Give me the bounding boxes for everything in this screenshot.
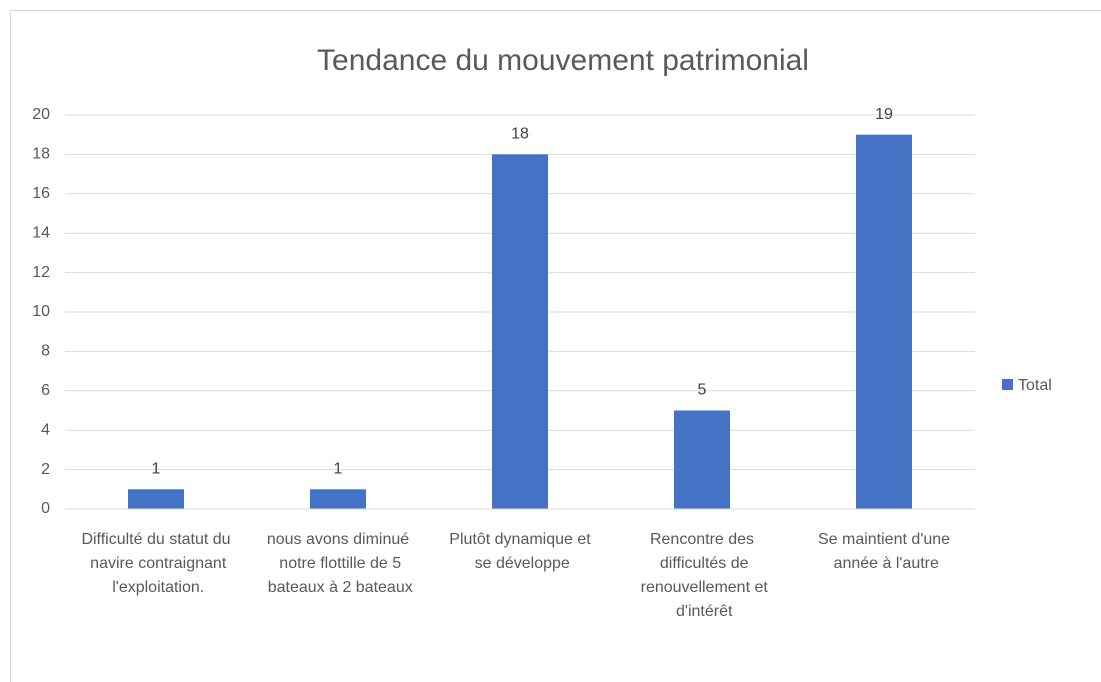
bar — [492, 154, 548, 509]
data-label: 1 — [334, 461, 343, 478]
y-tick-label: 8 — [41, 343, 50, 360]
x-tick-label: Se maintient d'une année à l'autre — [818, 531, 950, 572]
bar — [856, 134, 912, 509]
legend-label: Total — [1018, 377, 1052, 394]
x-tick-label: nous avons diminué notre flottille de 5 … — [263, 531, 412, 596]
y-tick-label: 14 — [32, 224, 50, 241]
y-tick-label: 20 — [32, 106, 50, 123]
bar — [674, 410, 730, 509]
y-tick-label: 10 — [32, 303, 50, 320]
y-tick-label: 12 — [32, 264, 50, 281]
legend-swatch — [1002, 379, 1013, 390]
y-tick-label: 2 — [41, 461, 50, 478]
chart-title: Tendance du mouvement patrimonial — [317, 44, 809, 77]
bar — [128, 489, 184, 509]
data-label: 18 — [511, 126, 529, 143]
y-tick-label: 6 — [41, 382, 50, 399]
y-tick-label: 18 — [32, 146, 50, 163]
data-label: 19 — [875, 106, 893, 123]
x-tick-label: Plutôt dynamique et se développe — [449, 531, 591, 572]
bar — [310, 489, 366, 509]
y-tick-label: 0 — [41, 500, 50, 517]
data-label: 5 — [698, 382, 707, 399]
y-tick-label: 16 — [32, 185, 50, 202]
chart-border — [10, 10, 1101, 682]
x-tick-label: Difficulté du statut du navire contraign… — [81, 531, 230, 596]
data-label: 1 — [152, 461, 161, 478]
y-tick-label: 4 — [41, 421, 50, 438]
x-tick-label: Rencontre des difficultés de renouvellem… — [636, 531, 768, 620]
